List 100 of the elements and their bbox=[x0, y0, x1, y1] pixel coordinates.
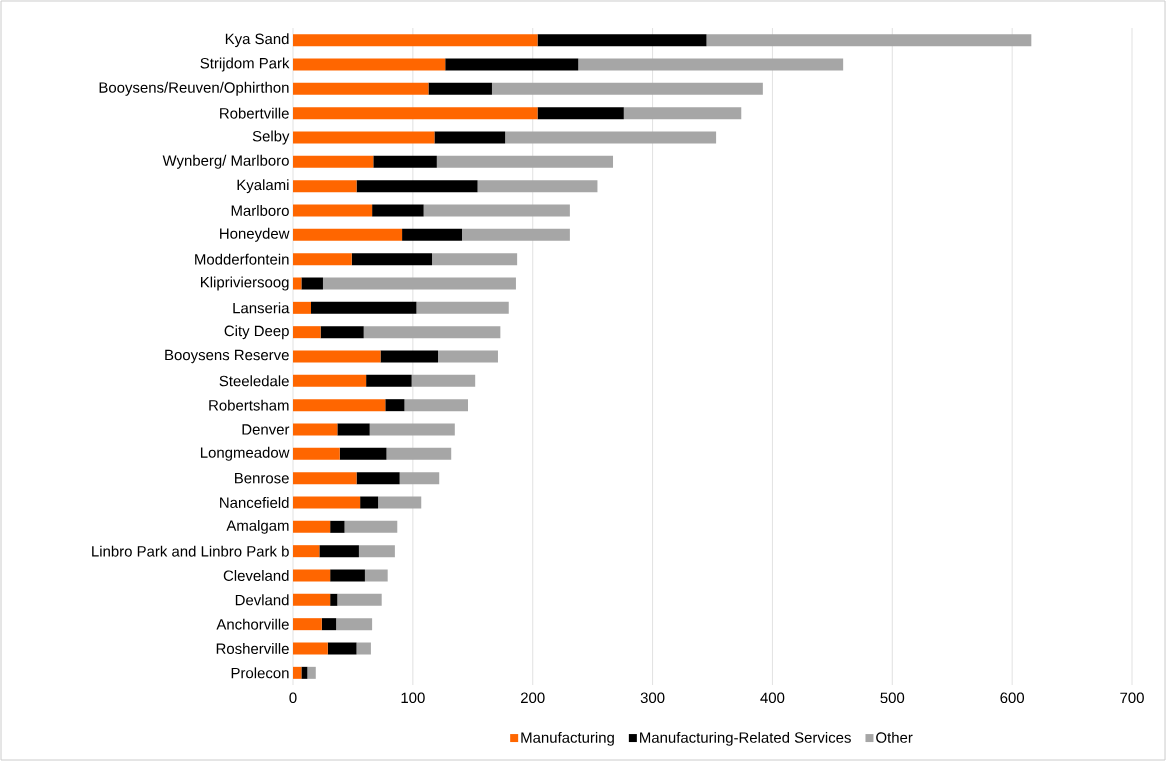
bar bbox=[293, 107, 538, 120]
y-tick-label: Lanseria bbox=[233, 302, 290, 314]
y-tick-label: Booysens Reserve bbox=[165, 349, 289, 364]
bar bbox=[339, 447, 387, 460]
bar bbox=[356, 642, 371, 655]
bar bbox=[491, 82, 763, 95]
bar bbox=[322, 277, 516, 290]
bar bbox=[436, 155, 614, 168]
bar bbox=[293, 642, 328, 655]
y-tick-label: Denver bbox=[242, 424, 290, 435]
bar bbox=[428, 82, 492, 95]
bar bbox=[293, 496, 361, 509]
y-tick-label: Rosherville bbox=[216, 643, 289, 654]
bar bbox=[505, 131, 717, 144]
bar bbox=[330, 520, 345, 533]
bar bbox=[293, 520, 331, 533]
y-tick-label: Wynberg/ Marlboro bbox=[162, 154, 289, 169]
bar bbox=[293, 82, 429, 95]
bar bbox=[432, 253, 518, 266]
bar bbox=[293, 593, 331, 606]
y-tick-label: Robertville bbox=[220, 107, 289, 119]
bar bbox=[330, 569, 365, 582]
bar bbox=[358, 545, 395, 558]
y-tick-label: Honeydew bbox=[220, 227, 290, 242]
y-tick-label: Klipriviersoog bbox=[201, 276, 289, 291]
bar bbox=[363, 326, 501, 339]
y-tick-label: City Deep bbox=[224, 325, 289, 340]
bar bbox=[372, 204, 424, 217]
bar bbox=[293, 58, 446, 71]
bar bbox=[537, 107, 624, 120]
bar bbox=[404, 399, 468, 412]
bar bbox=[293, 34, 538, 47]
bar bbox=[336, 618, 373, 631]
bar bbox=[307, 666, 316, 679]
bar bbox=[356, 180, 478, 193]
y-tick-label: Linbro Park and Linbro Park b bbox=[92, 545, 289, 557]
y-tick-label: Anchorville bbox=[216, 618, 289, 630]
bar bbox=[293, 423, 338, 436]
bar bbox=[293, 447, 340, 460]
bar bbox=[293, 399, 386, 412]
y-tick-label: Marlboro bbox=[231, 205, 289, 216]
bar bbox=[380, 350, 439, 363]
bar bbox=[578, 58, 844, 71]
bar bbox=[293, 666, 302, 679]
bar bbox=[301, 666, 308, 679]
bar bbox=[293, 301, 311, 314]
bar bbox=[373, 155, 437, 168]
bar bbox=[293, 180, 357, 193]
y-tick-label: Selby bbox=[252, 130, 290, 145]
y-tick-label: Steeledale bbox=[219, 375, 289, 387]
bar bbox=[351, 253, 433, 266]
y-tick-label: Modderfontein bbox=[195, 253, 289, 265]
bar bbox=[337, 423, 370, 436]
y-tick-label: Kyalami bbox=[237, 179, 289, 194]
bar bbox=[378, 496, 422, 509]
bar bbox=[293, 618, 322, 631]
bar bbox=[327, 642, 357, 655]
x-tick-label: 0 bbox=[289, 692, 297, 704]
y-tick-label: Longmeadow bbox=[200, 446, 290, 461]
bar bbox=[423, 204, 570, 217]
bar bbox=[293, 131, 435, 144]
bar bbox=[293, 350, 381, 363]
bar bbox=[434, 131, 506, 144]
bar bbox=[356, 472, 400, 485]
bar bbox=[293, 155, 374, 168]
bar bbox=[537, 34, 707, 47]
y-tick-label: Prolecon bbox=[231, 667, 289, 679]
bar bbox=[293, 228, 403, 241]
bar bbox=[360, 496, 379, 509]
bar bbox=[369, 423, 455, 436]
x-tick-label: 400 bbox=[760, 692, 785, 704]
x-tick-label: 200 bbox=[521, 692, 545, 704]
bar bbox=[344, 520, 398, 533]
bar bbox=[364, 569, 388, 582]
bar bbox=[399, 472, 440, 485]
bar bbox=[402, 228, 462, 241]
y-tick-label: Nancefield bbox=[220, 497, 289, 508]
bar bbox=[366, 374, 412, 387]
y-tick-label: Cleveland bbox=[223, 570, 289, 581]
bar bbox=[411, 374, 476, 387]
legend-label: Manufacturing-Related Services bbox=[640, 731, 851, 746]
bar bbox=[293, 472, 357, 485]
y-tick-label: Strijdom Park bbox=[200, 57, 290, 72]
bar bbox=[293, 253, 352, 266]
x-tick-label: 300 bbox=[640, 692, 665, 704]
y-tick-label: Amalgam bbox=[226, 519, 289, 534]
bar bbox=[416, 301, 509, 314]
bar bbox=[301, 277, 323, 290]
bar bbox=[330, 593, 338, 606]
bar bbox=[706, 34, 1032, 47]
bar bbox=[385, 399, 405, 412]
bar bbox=[293, 545, 320, 558]
legend-label: Manufacturing bbox=[521, 731, 614, 746]
bar bbox=[293, 277, 302, 290]
bar bbox=[293, 374, 367, 387]
x-tick-label: 600 bbox=[1000, 692, 1025, 704]
bar bbox=[445, 58, 579, 71]
bar bbox=[462, 228, 570, 241]
bar bbox=[337, 593, 382, 606]
bar bbox=[320, 326, 364, 339]
